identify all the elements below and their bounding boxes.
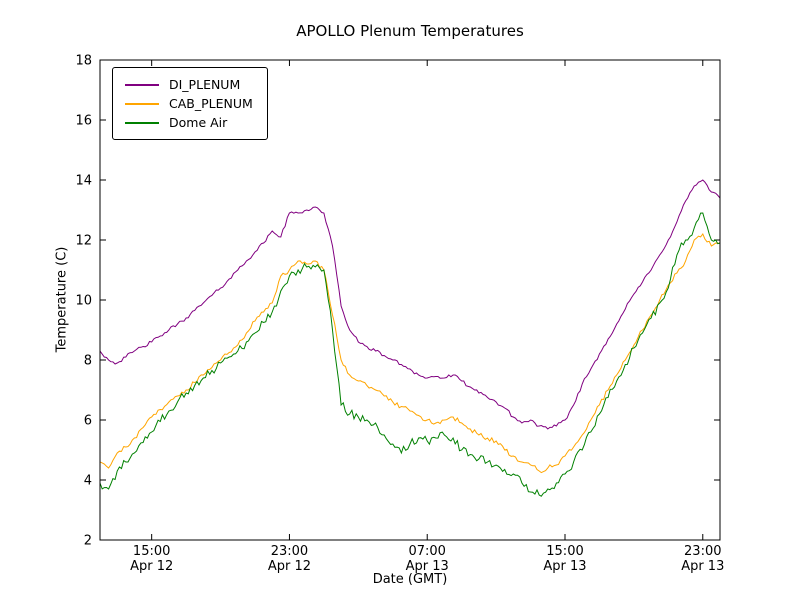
svg-text:Apr 13: Apr 13 — [681, 559, 724, 574]
svg-text:10: 10 — [75, 294, 92, 309]
legend-line-dome-air — [125, 121, 159, 124]
svg-text:14: 14 — [75, 174, 92, 189]
svg-text:18: 18 — [75, 54, 92, 69]
svg-text:6: 6 — [84, 414, 92, 429]
legend-item-cab-plenum: CAB_PLENUM — [125, 94, 253, 113]
svg-text:07:00: 07:00 — [408, 544, 445, 559]
legend-label-cab-plenum: CAB_PLENUM — [169, 96, 253, 111]
legend: DI_PLENUM CAB_PLENUM Dome Air — [112, 67, 268, 140]
svg-text:16: 16 — [75, 114, 92, 129]
svg-text:2: 2 — [84, 534, 92, 549]
svg-text:Apr 13: Apr 13 — [406, 559, 449, 574]
svg-text:Apr 12: Apr 12 — [268, 559, 311, 574]
svg-text:4: 4 — [84, 474, 92, 489]
svg-text:12: 12 — [75, 234, 92, 249]
legend-item-dome-air: Dome Air — [125, 113, 253, 132]
svg-text:8: 8 — [84, 354, 92, 369]
svg-text:23:00: 23:00 — [684, 544, 721, 559]
svg-text:15:00: 15:00 — [133, 544, 170, 559]
svg-text:23:00: 23:00 — [271, 544, 308, 559]
svg-text:Apr 12: Apr 12 — [130, 559, 173, 574]
legend-label-dome-air: Dome Air — [169, 115, 228, 130]
legend-line-cab-plenum — [125, 102, 159, 105]
legend-label-di-plenum: DI_PLENUM — [169, 77, 241, 92]
svg-text:Apr 13: Apr 13 — [543, 559, 586, 574]
legend-line-di-plenum — [125, 83, 159, 86]
legend-item-di-plenum: DI_PLENUM — [125, 75, 253, 94]
y-axis-label: Temperature (C) — [54, 246, 70, 353]
x-axis-label: Date (GMT) — [372, 572, 448, 587]
svg-text:15:00: 15:00 — [546, 544, 583, 559]
chart-title: APOLLO Plenum Temperatures — [296, 22, 524, 40]
